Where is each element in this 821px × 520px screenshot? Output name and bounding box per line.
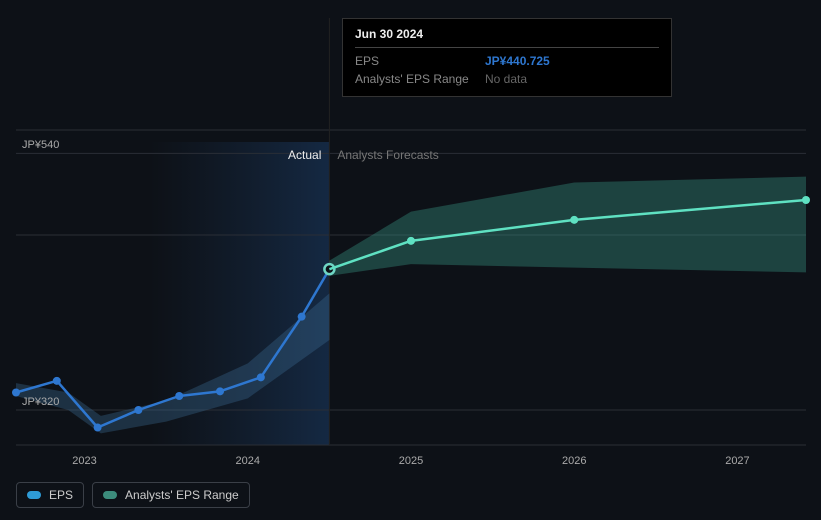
x-tick-label: 2027 [725,455,749,467]
legend-swatch-range [103,491,117,499]
region-label-forecast: Analysts Forecasts [337,148,438,162]
legend-label-range: Analysts' EPS Range [125,488,239,502]
legend-item-range[interactable]: Analysts' EPS Range [92,482,250,508]
legend: EPS Analysts' EPS Range [16,482,250,508]
tooltip-eps-label: EPS [355,54,485,68]
tooltip-range-label: Analysts' EPS Range [355,72,485,86]
x-tick-label: 2025 [399,455,423,467]
x-tick-label: 2026 [562,455,586,467]
tooltip-date: Jun 30 2024 [355,27,659,48]
x-tick-label: 2023 [72,455,96,467]
chart-tooltip: Jun 30 2024 EPS JP¥440.725 Analysts' EPS… [342,18,672,97]
legend-swatch-eps [27,491,41,499]
tooltip-range-value: No data [485,72,527,86]
legend-label-eps: EPS [49,488,73,502]
legend-item-eps[interactable]: EPS [16,482,84,508]
tooltip-eps-value: JP¥440.725 [485,54,550,68]
x-tick-label: 2024 [236,455,260,467]
eps-chart: JP¥540 JP¥320 2023 2024 2025 2026 2027 Actual… [0,0,821,520]
region-label-actual: Actual [288,148,321,162]
y-tick-label: JP¥540 [22,139,59,151]
y-tick-label: JP¥320 [22,396,59,408]
